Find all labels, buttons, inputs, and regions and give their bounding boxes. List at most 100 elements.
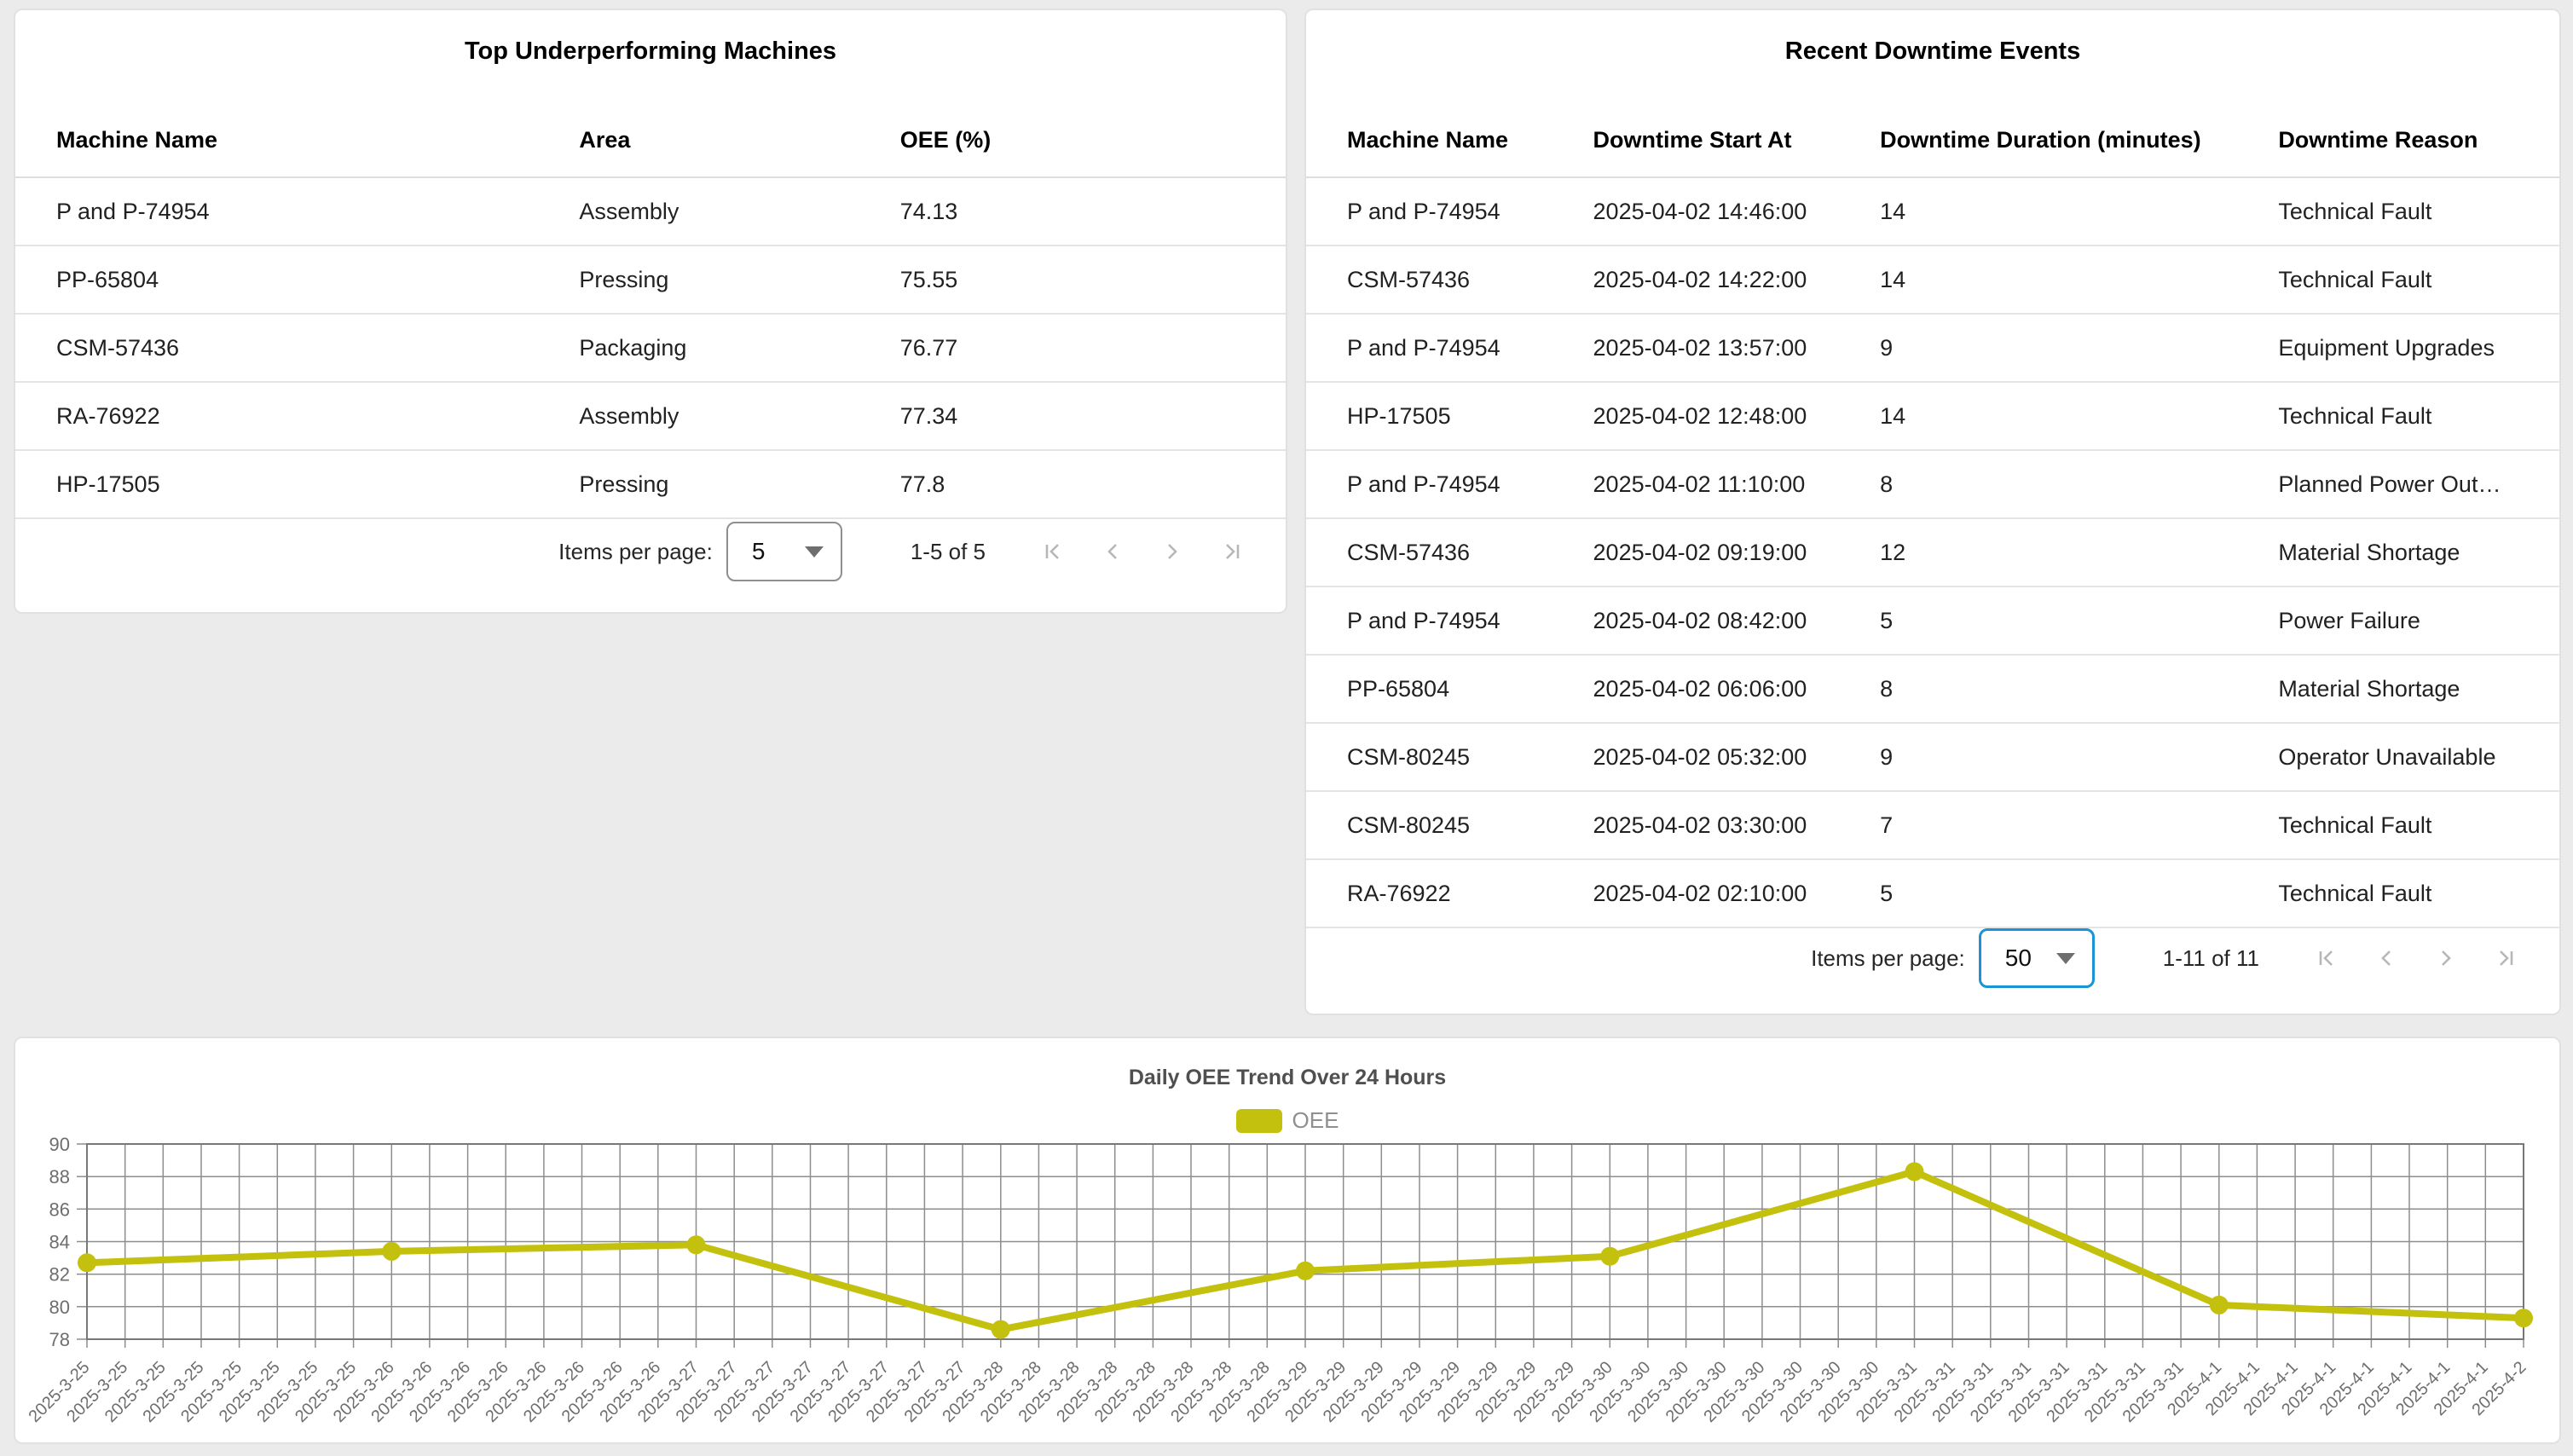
chart-legend[interactable]: OEE [15, 1107, 2559, 1134]
table-cell: 74.13 [899, 198, 958, 224]
pagination-nav [1038, 537, 1246, 566]
table-row: CSM-57436 2025-04-02 09:19:00 12 Material S… [1306, 519, 2559, 587]
table-cell: Assembly [579, 198, 679, 224]
page-size-value: 50 [2004, 945, 2032, 971]
first-page-button[interactable] [2312, 944, 2341, 973]
table-cell: P and P-74954 [1347, 471, 1500, 497]
table-cell: Planned Power Outage [2278, 471, 2517, 497]
table-body: P and P-74954 2025-04-02 14:46:00 14 Techni… [1306, 178, 2559, 928]
chart-title: Daily OEE Trend Over 24 Hours [1128, 1066, 1447, 1089]
column-header: OEE (%) [899, 126, 992, 153]
previous-page-button[interactable] [2372, 944, 2401, 973]
table-cell: 8 [1880, 471, 1894, 497]
table-row: RA-76922 2025-04-02 02:10:00 5 Technical Fa… [1306, 860, 2559, 928]
last-page-icon [2500, 950, 2513, 966]
table-cell: Pressing [579, 266, 669, 292]
table-cell: 2025-04-02 12:48:00 [1593, 402, 1807, 429]
table-cell: RA-76922 [56, 402, 160, 429]
table-row: CSM-80245 2025-04-02 05:32:00 9 Operator Un… [1306, 724, 2559, 792]
previous-page-button[interactable] [1098, 537, 1127, 566]
paginator: Items per page: 50 1-11 of 11 [1306, 928, 2559, 1019]
card-title: Recent Downtime Events [1784, 38, 2081, 65]
table-cell: CSM-80245 [1347, 743, 1471, 770]
table-cell: Power Failure [2278, 607, 2420, 633]
table-cell: 77.8 [899, 471, 945, 497]
table-cell: Operator Unavailable [2278, 743, 2496, 770]
table-cell: CSM-57436 [1347, 539, 1471, 565]
column-header: Machine Name [1347, 126, 1509, 153]
table-row: HP-17505 2025-04-02 12:48:00 14 Technical F… [1306, 383, 2559, 451]
svg-text:78: 78 [49, 1329, 70, 1350]
chevron-down-icon [2056, 952, 2075, 964]
legend-swatch-icon [1235, 1108, 1282, 1133]
svg-text:80: 80 [49, 1297, 70, 1318]
table-cell: P and P-74954 [1347, 198, 1500, 224]
table-header-row: Machine Name Downtime Start At Downtime Du… [1306, 103, 2559, 178]
table-cell: 5 [1880, 607, 1894, 633]
table-cell: 5 [1880, 880, 1894, 906]
items-per-page-label: Items per page: [1811, 945, 1965, 971]
table-cell: 76.77 [899, 334, 958, 361]
downtime-table: Machine Name Downtime Start At Downtime Du… [1306, 103, 2559, 928]
page-range-label: 1-11 of 11 [2162, 945, 2259, 971]
table-cell: 9 [1880, 743, 1894, 770]
first-page-button[interactable] [1038, 537, 1067, 566]
table-cell: 2025-04-02 13:57:00 [1593, 334, 1807, 361]
table-row: P and P-74954 Assembly 74.13 [15, 178, 1286, 246]
paginator: Items per page: 5 1-5 of 5 [15, 522, 1286, 612]
table-cell: Technical Fault [2278, 402, 2432, 429]
svg-text:82: 82 [49, 1264, 70, 1286]
table-cell: 2025-04-02 02:10:00 [1593, 880, 1807, 906]
first-page-icon [2319, 950, 2333, 966]
table-row: P and P-74954 2025-04-02 14:46:00 14 Techni… [1306, 178, 2559, 246]
table-cell: 75.55 [899, 266, 958, 292]
table-row: PP-65804 2025-04-02 06:06:00 8 Material Sho… [1306, 656, 2559, 724]
oee-trend-chart: 78 80 82 84 86 88 90 2025-3-25 2025-3-25 2025-3-2… [15, 1137, 2559, 1451]
table-cell: 14 [1880, 266, 1906, 292]
top-row: Top Underperforming Machines Machine Nam… [14, 9, 2561, 1015]
next-page-button[interactable] [1158, 537, 1187, 566]
downtime-events-card: Recent Downtime Events Machine Name Downt… [1304, 9, 2561, 1015]
legend-label: OEE [1292, 1107, 1339, 1133]
first-page-icon [1045, 544, 1059, 559]
table-cell: Technical Fault [2278, 198, 2432, 224]
oee-trend-svg: 788082848688902025-3-252025-3-252025-3-2… [25, 1137, 2533, 1426]
table-cell: 12 [1880, 539, 1906, 565]
chevron-down-icon [804, 546, 824, 558]
table-cell: CSM-57436 [56, 334, 180, 361]
table-row: CSM-57436 Packaging 76.77 [15, 315, 1286, 383]
last-page-button[interactable] [1217, 537, 1246, 566]
last-page-button[interactable] [2491, 944, 2520, 973]
table-cell: 2025-04-02 14:22:00 [1593, 266, 1807, 292]
last-page-icon [1226, 544, 1240, 559]
table-cell: PP-65804 [1347, 675, 1450, 702]
table-cell: 7 [1880, 812, 1894, 838]
table-cell: CSM-57436 [1347, 266, 1471, 292]
table-cell: 14 [1880, 402, 1906, 429]
table-cell: CSM-80245 [1347, 812, 1471, 838]
items-per-page-select[interactable]: 5 [726, 522, 842, 581]
column-header: Downtime Duration (minutes) [1880, 126, 2201, 153]
table-cell: P and P-74954 [1347, 607, 1500, 633]
table-row: CSM-57436 2025-04-02 14:22:00 14 Technical … [1306, 246, 2559, 315]
table-header-row: Machine Name Area OEE (%) [15, 103, 1286, 178]
chevron-right-icon [1168, 544, 1177, 559]
next-page-button[interactable] [2431, 944, 2460, 973]
svg-text:88: 88 [49, 1166, 70, 1187]
table-cell: 2025-04-02 08:42:00 [1593, 607, 1807, 633]
chevron-left-icon [2381, 950, 2391, 966]
underperforming-machines-card: Top Underperforming Machines Machine Nam… [14, 9, 1287, 614]
table-cell: 2025-04-02 11:10:00 [1593, 471, 1806, 497]
items-per-page-select[interactable]: 50 [1978, 928, 2095, 988]
table-cell: Pressing [579, 471, 669, 497]
table-cell: 2025-04-02 06:06:00 [1593, 675, 1807, 702]
table-cell: 2025-04-02 03:30:00 [1593, 812, 1807, 838]
table-cell: HP-17505 [1347, 402, 1451, 429]
table-cell: 2025-04-02 05:32:00 [1593, 743, 1807, 770]
chevron-right-icon [2442, 950, 2451, 966]
table-cell: 9 [1880, 334, 1894, 361]
svg-text:86: 86 [49, 1199, 70, 1220]
items-per-page-label: Items per page: [558, 538, 713, 564]
column-header: Downtime Start At [1593, 126, 1792, 153]
card-title: Top Underperforming Machines [464, 38, 837, 65]
